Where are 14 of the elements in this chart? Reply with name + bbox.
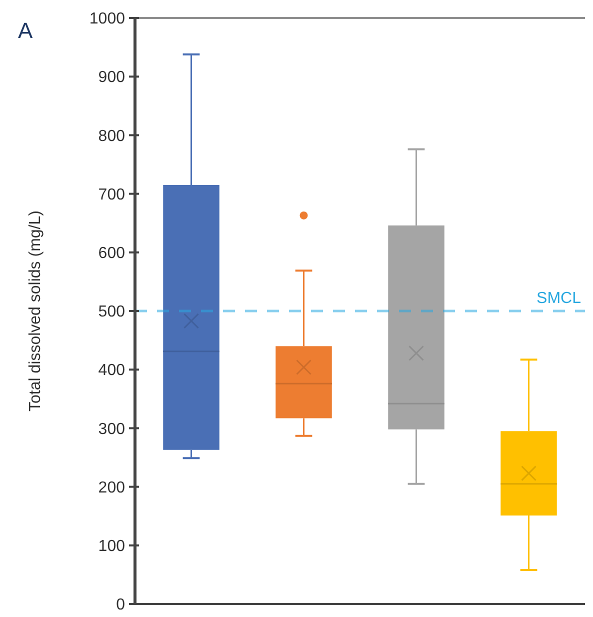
y-tick-label: 300 [98,420,126,438]
y-tick-label: 500 [98,304,126,321]
y-tick-label: 0 [116,596,126,614]
y-axis-title: Total dissolved solids (mg/L) [27,210,44,412]
y-tick-label: 1000 [89,10,126,28]
ref-line-label: SMCL [536,290,582,307]
y-tick-label: 800 [98,128,126,145]
y-tick-label: 900 [98,69,126,86]
y-tick-label: 200 [98,479,126,496]
y-tick-label: 600 [98,245,126,262]
chart-title: A [18,18,33,43]
y-tick-label: 400 [98,362,126,380]
y-tick-label: 700 [98,186,126,204]
y-tick-label: 100 [98,538,126,555]
